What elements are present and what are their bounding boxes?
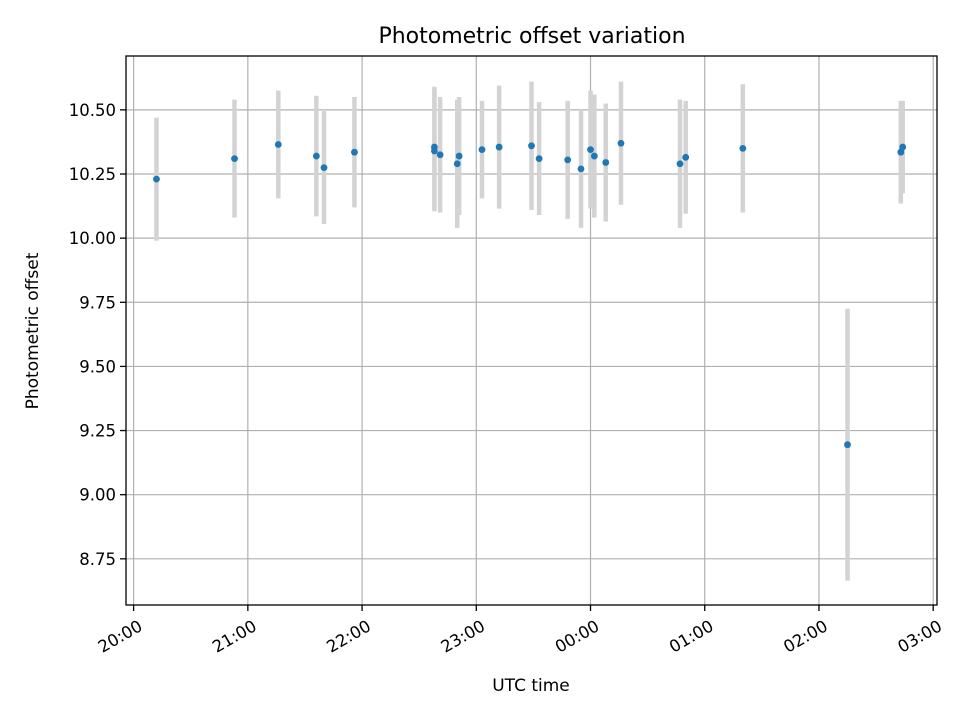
y-tick-label: 9.50 <box>79 357 116 376</box>
data-point <box>564 156 572 164</box>
data-point <box>231 155 238 163</box>
x-tick-label: 03:00 <box>895 616 946 656</box>
y-tick-label: 10.50 <box>69 101 116 120</box>
data-point <box>590 152 598 160</box>
data-points <box>153 139 907 449</box>
data-point <box>274 141 282 148</box>
y-axis: 8.75 9.00 9.25 9.50 9.75 10.00 10.25 10.50 <box>69 101 126 569</box>
data-point <box>495 143 503 151</box>
x-tick-label: 00:00 <box>552 616 603 656</box>
data-point <box>431 147 438 155</box>
x-tick-label: 21:00 <box>209 616 260 656</box>
data-point <box>153 175 160 183</box>
data-point <box>478 146 486 154</box>
data-point <box>351 148 358 156</box>
data-point <box>844 441 851 449</box>
y-tick-label: 9.00 <box>79 486 116 505</box>
data-point <box>899 143 907 151</box>
data-point <box>436 151 444 159</box>
x-tick-label: 01:00 <box>666 616 717 656</box>
error-bars <box>154 81 905 581</box>
data-point <box>535 155 543 163</box>
x-tick-label: 23:00 <box>438 616 489 656</box>
x-axis-label: UTC time <box>492 676 570 696</box>
data-point <box>897 148 905 156</box>
data-point <box>577 165 585 173</box>
data-point <box>682 153 690 161</box>
data-point <box>455 152 463 160</box>
data-point <box>528 142 535 150</box>
y-tick-label: 9.25 <box>79 422 116 441</box>
data-point <box>587 146 594 154</box>
x-tick-label: 20:00 <box>95 616 146 656</box>
y-tick-label: 10.00 <box>69 229 116 248</box>
data-point <box>676 160 684 168</box>
chart-title: Photometric offset variation <box>378 24 685 49</box>
plot-frame <box>125 55 938 606</box>
y-axis-label: Photometric offset <box>23 252 43 409</box>
grid <box>126 56 937 605</box>
y-tick-label: 8.75 <box>79 550 116 569</box>
data-point <box>617 139 625 147</box>
data-point <box>602 159 610 166</box>
x-tick-label: 22:00 <box>323 616 374 656</box>
data-point <box>739 144 747 152</box>
x-tick-label: 02:00 <box>780 616 831 656</box>
x-axis: 20:00 21:00 22:00 23:00 00:00 01:00 02:00 03:00 <box>95 605 945 657</box>
data-point <box>312 152 320 160</box>
data-point <box>453 160 461 168</box>
y-tick-label: 10.25 <box>69 165 116 184</box>
y-tick-label: 9.75 <box>79 293 116 312</box>
data-point <box>320 164 328 171</box>
